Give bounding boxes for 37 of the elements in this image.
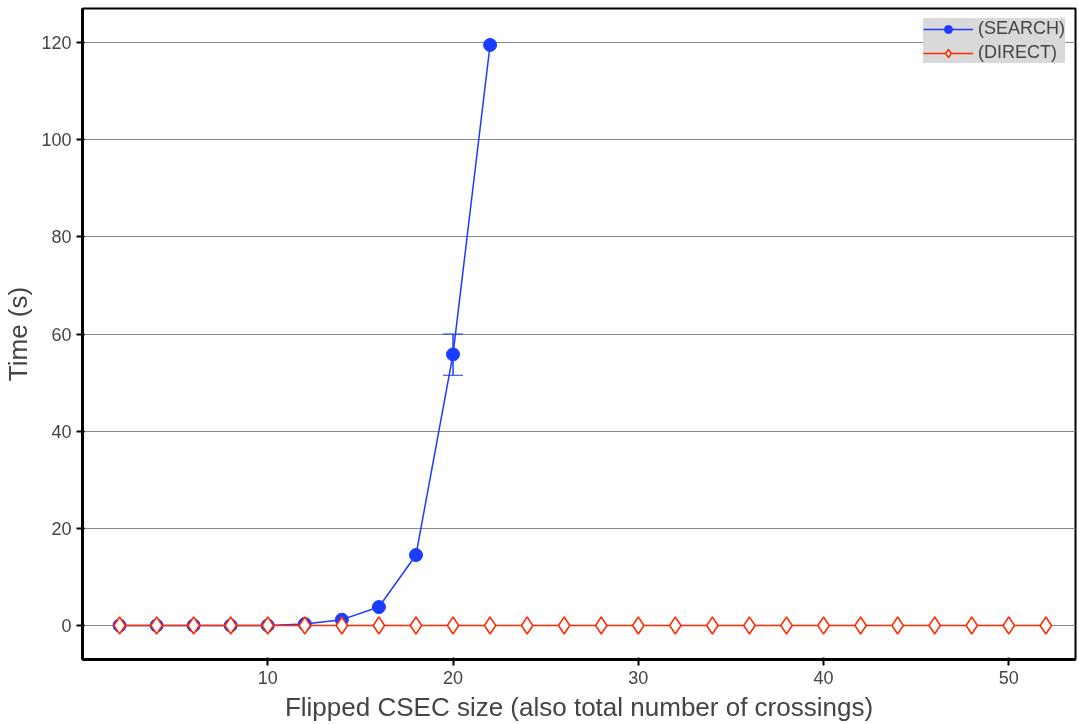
point bbox=[1002, 616, 1016, 635]
point bbox=[409, 616, 423, 635]
y-tick-label: 0 bbox=[61, 615, 72, 636]
y-tick-label: 40 bbox=[51, 421, 72, 442]
point bbox=[631, 616, 645, 635]
point bbox=[408, 548, 423, 563]
point bbox=[335, 616, 349, 635]
point bbox=[446, 616, 460, 635]
legend-label: (SEARCH) bbox=[977, 18, 1065, 39]
y-axis-title: Time (s) bbox=[3, 286, 34, 382]
point bbox=[594, 616, 608, 635]
point bbox=[1039, 616, 1053, 635]
y-tick-label: 100 bbox=[41, 130, 72, 151]
point bbox=[705, 616, 719, 635]
point bbox=[668, 616, 682, 635]
y-tick-label: 80 bbox=[51, 227, 72, 248]
y-tick-label: 20 bbox=[51, 518, 72, 539]
point bbox=[891, 616, 905, 635]
x-tick-label: 30 bbox=[628, 667, 649, 688]
point bbox=[483, 616, 497, 635]
point bbox=[446, 347, 461, 362]
x-tick-label: 20 bbox=[443, 667, 464, 688]
legend-label: (DIRECT) bbox=[977, 42, 1057, 63]
x-tick-label: 50 bbox=[998, 667, 1019, 688]
y-tick-label: 60 bbox=[51, 324, 72, 345]
point bbox=[371, 600, 386, 615]
y-tick-label: 120 bbox=[41, 33, 72, 54]
point bbox=[372, 616, 386, 635]
x-tick-label: 10 bbox=[257, 667, 278, 688]
point bbox=[557, 616, 571, 635]
point bbox=[965, 616, 979, 635]
x-tick-label: 40 bbox=[813, 667, 834, 688]
point bbox=[928, 616, 942, 635]
point bbox=[854, 616, 868, 635]
x-axis-title: Flipped CSEC size (also total number of crossings) bbox=[284, 691, 874, 722]
point bbox=[520, 616, 534, 635]
point bbox=[483, 37, 498, 52]
